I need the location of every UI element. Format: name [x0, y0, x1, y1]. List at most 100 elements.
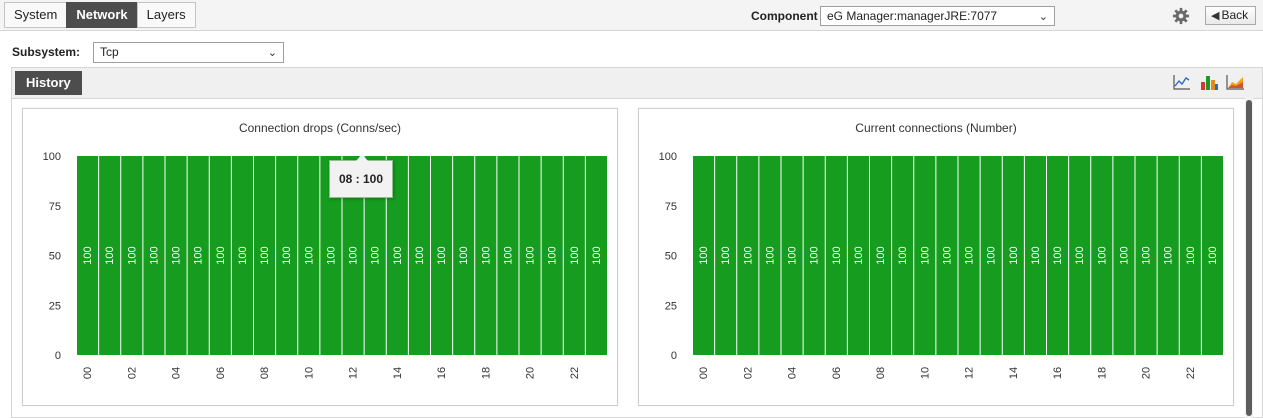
x-tick-label: 08 [259, 367, 271, 379]
bar-20[interactable] [519, 156, 541, 355]
bar-07[interactable] [231, 156, 253, 355]
x-tick-label: 22 [1185, 367, 1197, 379]
area-chart-icon[interactable] [1225, 73, 1245, 91]
bar-04[interactable] [781, 156, 803, 355]
y-tick-label: 50 [665, 251, 677, 263]
data-label: 100 [787, 246, 799, 264]
x-tick-label: 16 [1052, 367, 1064, 379]
bar-15[interactable] [1024, 156, 1046, 355]
back-button[interactable]: ◀ Back [1205, 6, 1256, 25]
data-label: 100 [281, 246, 293, 264]
tab-system[interactable]: System [4, 2, 68, 28]
bar-16[interactable] [1047, 156, 1069, 355]
bar-22[interactable] [563, 156, 585, 355]
data-label: 100 [436, 246, 448, 264]
bar-13[interactable] [980, 156, 1002, 355]
data-label: 100 [986, 246, 998, 264]
bar-05[interactable] [187, 156, 209, 355]
bar-14[interactable] [386, 156, 408, 355]
bar-16[interactable] [431, 156, 453, 355]
data-label: 100 [348, 246, 360, 264]
component-label: Component [751, 9, 818, 23]
bar-18[interactable] [1091, 156, 1113, 355]
bar-21[interactable] [541, 156, 563, 355]
bar-10[interactable] [298, 156, 320, 355]
bar-04[interactable] [165, 156, 187, 355]
bar-05[interactable] [803, 156, 825, 355]
bar-07[interactable] [847, 156, 869, 355]
data-label: 100 [941, 246, 953, 264]
vertical-scrollbar[interactable] [1245, 98, 1253, 418]
y-tick-label: 100 [659, 151, 677, 163]
data-label: 100 [1008, 246, 1020, 264]
y-tick-label: 0 [55, 350, 61, 362]
data-label: 100 [698, 246, 710, 264]
bar-11[interactable] [936, 156, 958, 355]
data-label: 100 [104, 246, 116, 264]
data-label: 100 [919, 246, 931, 264]
bar-17[interactable] [1069, 156, 1091, 355]
bar-19[interactable] [497, 156, 519, 355]
bar-06[interactable] [209, 156, 231, 355]
tab-layers[interactable]: Layers [136, 2, 196, 28]
bar-21[interactable] [1157, 156, 1179, 355]
y-tick-label: 75 [49, 201, 61, 213]
bar-03[interactable] [759, 156, 781, 355]
bar-02[interactable] [737, 156, 759, 355]
data-label: 100 [126, 246, 138, 264]
bar-18[interactable] [475, 156, 497, 355]
current-connections-chart: 0 25 50 75 100 100 00 100 100 02 100 100 04 100 100 06 1… [659, 151, 1223, 379]
x-tick-label: 14 [1008, 367, 1020, 379]
y-tick-label: 0 [671, 350, 677, 362]
subsystem-label: Subsystem: [12, 45, 81, 59]
chart-title: Current connections (Number) [855, 121, 1017, 135]
connection-drops-chart: 0 25 50 75 100 100 00 100 100 02 100 100 04 100 100 06 1… [43, 151, 607, 379]
bar-chart-icon[interactable] [1199, 73, 1219, 91]
bar-19[interactable] [1113, 156, 1135, 355]
x-tick-label: 12 [964, 367, 976, 379]
chart-panel-connection-drops: Connection drops (Conns/sec) 0 25 50 75 100 1… [22, 108, 618, 406]
bar-23[interactable] [585, 156, 607, 355]
bar-10[interactable] [914, 156, 936, 355]
bar-01[interactable] [99, 156, 121, 355]
component-select[interactable]: eG Manager:managerJRE:7077 ⌄ [820, 6, 1055, 26]
data-label: 100 [1207, 246, 1219, 264]
bar-13[interactable] [364, 156, 386, 355]
x-tick-label: 08 [875, 367, 887, 379]
y-tick-label: 100 [43, 151, 61, 163]
tab-network[interactable]: Network [66, 2, 138, 28]
bar-00[interactable] [77, 156, 99, 355]
x-tick-label: 10 [919, 367, 931, 379]
scrollbar-thumb[interactable] [1246, 100, 1252, 416]
bar-15[interactable] [408, 156, 430, 355]
data-label: 100 [1030, 246, 1042, 264]
bar-02[interactable] [121, 156, 143, 355]
data-label: 100 [502, 246, 514, 264]
x-tick-label: 16 [436, 367, 448, 379]
bar-22[interactable] [1179, 156, 1201, 355]
line-chart-icon[interactable] [1172, 73, 1192, 91]
subsystem-select[interactable]: Tcp ⌄ [93, 42, 284, 63]
bar-11[interactable] [320, 156, 342, 355]
bar-06[interactable] [825, 156, 847, 355]
bar-00[interactable] [693, 156, 715, 355]
bar-12[interactable] [958, 156, 980, 355]
bar-08[interactable] [254, 156, 276, 355]
gear-icon[interactable] [1172, 7, 1190, 25]
bar-14[interactable] [1002, 156, 1024, 355]
x-tick-label: 02 [126, 367, 138, 379]
bar-09[interactable] [276, 156, 298, 355]
bar-08[interactable] [870, 156, 892, 355]
bar-09[interactable] [892, 156, 914, 355]
bar-03[interactable] [143, 156, 165, 355]
bar-12[interactable] [342, 156, 364, 355]
data-label: 100 [480, 246, 492, 264]
bar-17[interactable] [453, 156, 475, 355]
bar-23[interactable] [1201, 156, 1223, 355]
tab-history[interactable]: History [15, 71, 82, 95]
chart-title: Connection drops (Conns/sec) [238, 121, 402, 135]
x-tick-label: 20 [525, 367, 537, 379]
x-tick-label: 10 [303, 367, 315, 379]
bar-20[interactable] [1135, 156, 1157, 355]
bar-01[interactable] [715, 156, 737, 355]
